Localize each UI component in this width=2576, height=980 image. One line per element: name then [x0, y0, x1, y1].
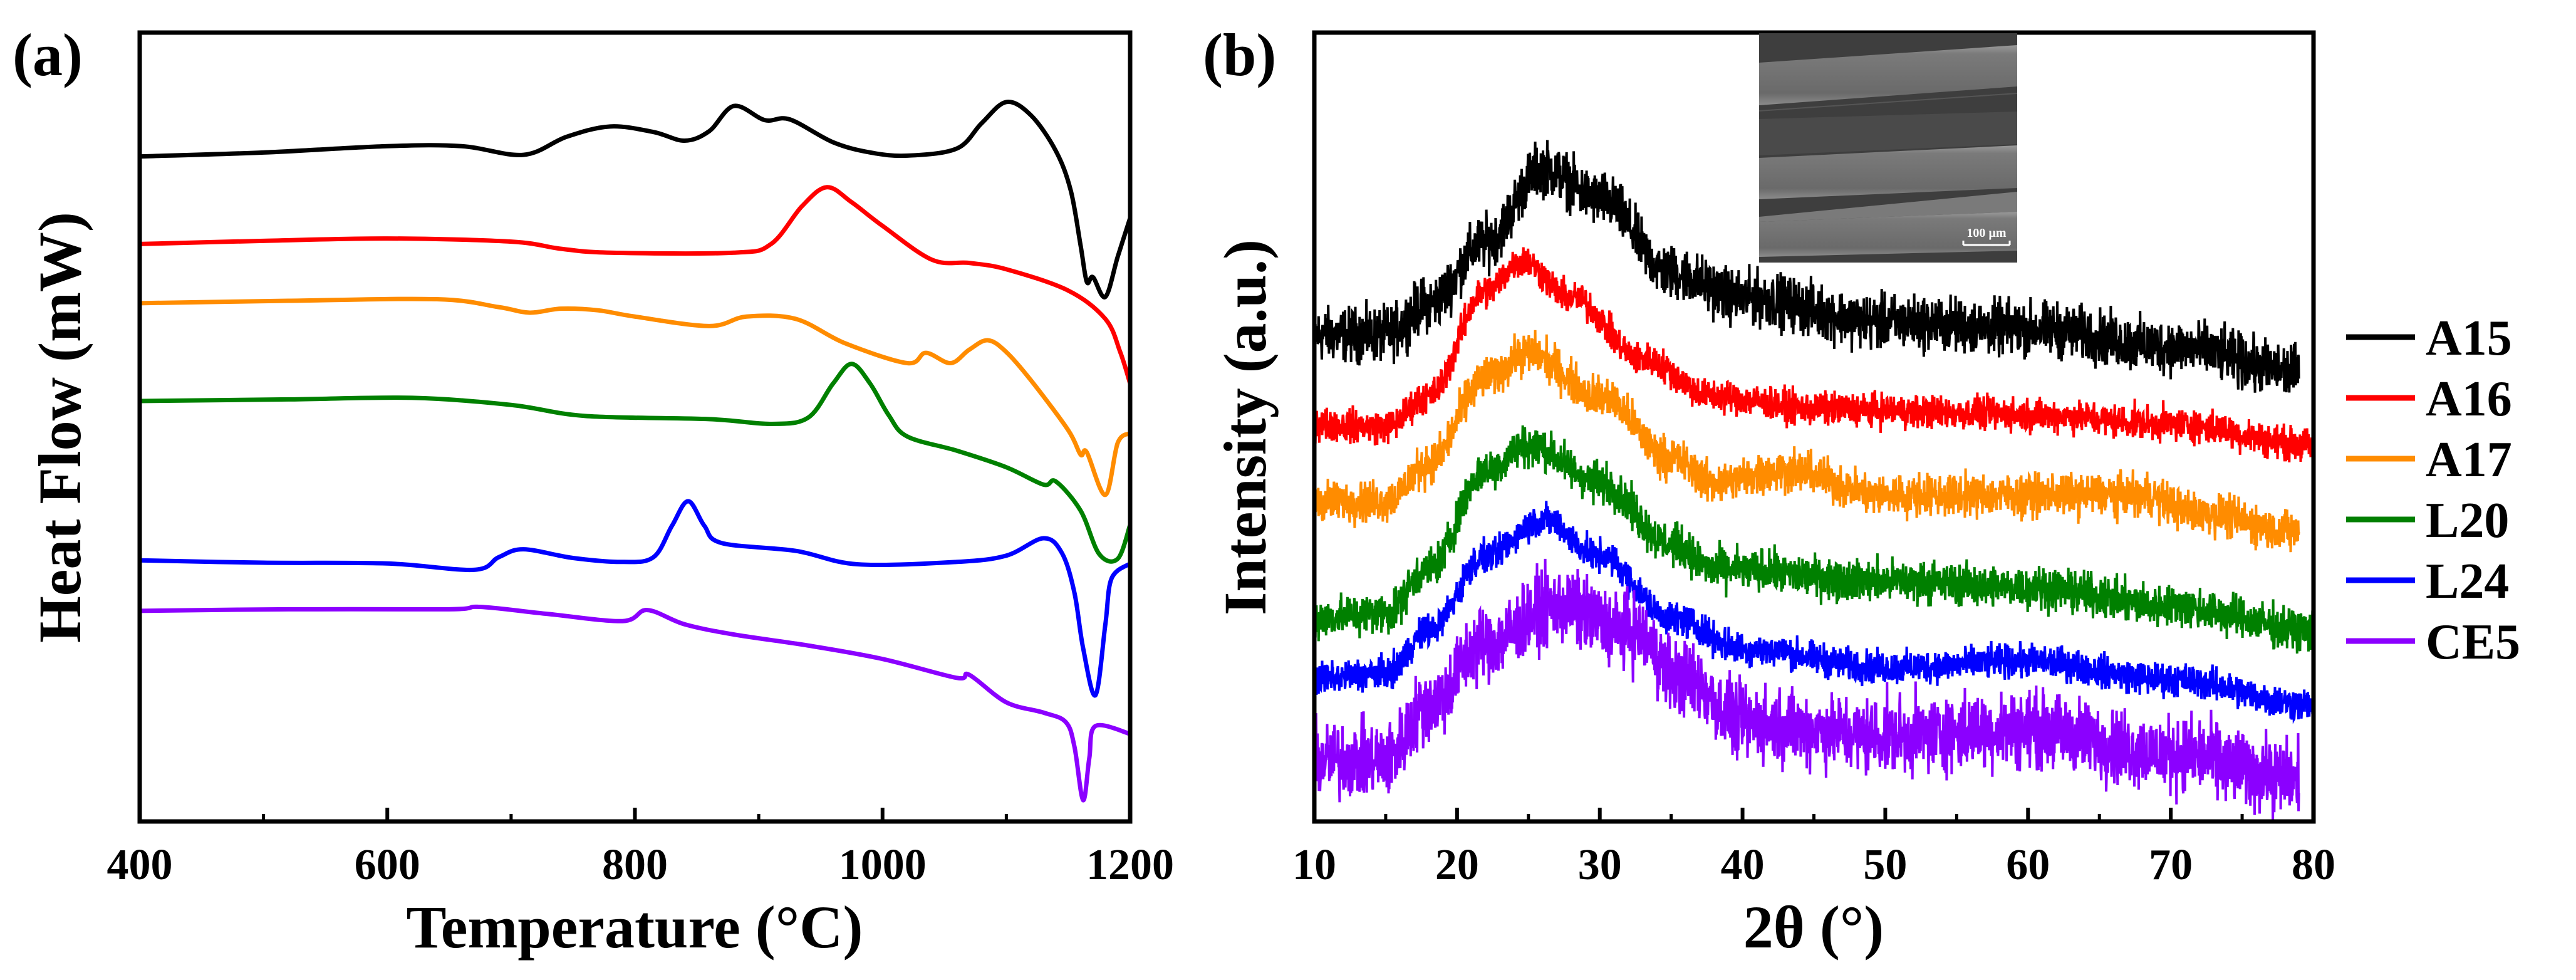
- legend-label: CE5: [2426, 615, 2520, 670]
- panel-b-label: (b): [1203, 21, 1276, 88]
- legend-label: A15: [2426, 311, 2512, 366]
- panel-b-curves: [1313, 140, 2315, 821]
- legend-item-a15: A15: [2346, 311, 2512, 366]
- xrd-curve-a16: [1313, 247, 2315, 462]
- xrd-curve-ce5: [1313, 558, 2300, 821]
- x-tick-label: 1000: [839, 841, 927, 889]
- panel-a-x-ticks: 400 600 800 1000 1200: [107, 808, 1174, 889]
- panel-b-x-axis-title: 2θ (°): [1743, 894, 1884, 961]
- xrd-curve-a17: [1313, 330, 2300, 553]
- dsc-curve-a17: [139, 296, 1132, 498]
- x-tick-label: 20: [1435, 841, 1479, 889]
- x-tick-label: 30: [1578, 841, 1622, 889]
- dsc-curve-l24: [139, 499, 1132, 698]
- panel-b-xrd-chart: (b) 10 20 30 40 50 60 70 80 2θ (°) Intensity (a…: [1203, 21, 2520, 961]
- legend-item-a16: A16: [2346, 372, 2512, 427]
- legend-label: L20: [2426, 493, 2509, 548]
- x-tick-label: 40: [1721, 841, 1765, 889]
- x-tick-label: 70: [2149, 841, 2193, 889]
- legend-item-a17: A17: [2346, 432, 2512, 487]
- legend-item-l20: L20: [2346, 493, 2509, 548]
- x-tick-label: 1200: [1086, 841, 1174, 889]
- panel-a-x-axis-title: Temperature (°C): [407, 894, 863, 961]
- panel-a-label: (a): [13, 21, 83, 88]
- x-tick-label: 80: [2292, 841, 2335, 889]
- panel-b-y-axis-title: Intensity (a.u.): [1212, 239, 1279, 615]
- dsc-curve-ce5: [139, 604, 1131, 803]
- dsc-curve-a16: [139, 185, 1133, 385]
- x-tick-label: 800: [602, 841, 668, 889]
- dsc-curve-a15: [139, 100, 1133, 300]
- legend-label: L24: [2426, 554, 2509, 609]
- x-tick-label: 50: [1863, 841, 1907, 889]
- panel-b-x-ticks: 10 20 30 40 50 60 70 80: [1292, 808, 2335, 889]
- panel-a-y-axis-title: Heat Flow (mW): [26, 212, 93, 643]
- legend-item-ce5: CE5: [2346, 615, 2520, 670]
- legend-label: A17: [2426, 432, 2512, 487]
- panel-a-dsc-chart: (a) 400 600 800 1000 1200 Temperature (°C) H…: [13, 21, 1174, 961]
- legend-label: A16: [2426, 372, 2512, 427]
- x-tick-label: 400: [107, 841, 173, 889]
- scale-bar-label: 100 µm: [1966, 226, 2007, 240]
- x-tick-label: 60: [2006, 841, 2050, 889]
- x-tick-label: 600: [355, 841, 420, 889]
- xrd-curve-l24: [1313, 501, 2315, 724]
- panel-a-curves: [139, 100, 1133, 803]
- x-tick-label: 10: [1292, 841, 1336, 889]
- sem-inset-image: 100 µm: [1759, 33, 2017, 263]
- legend-item-l24: L24: [2346, 554, 2509, 609]
- xrd-curve-l20: [1313, 425, 2315, 654]
- dsc-curve-l20: [139, 362, 1133, 564]
- xrd-curve-a15: [1313, 140, 2300, 393]
